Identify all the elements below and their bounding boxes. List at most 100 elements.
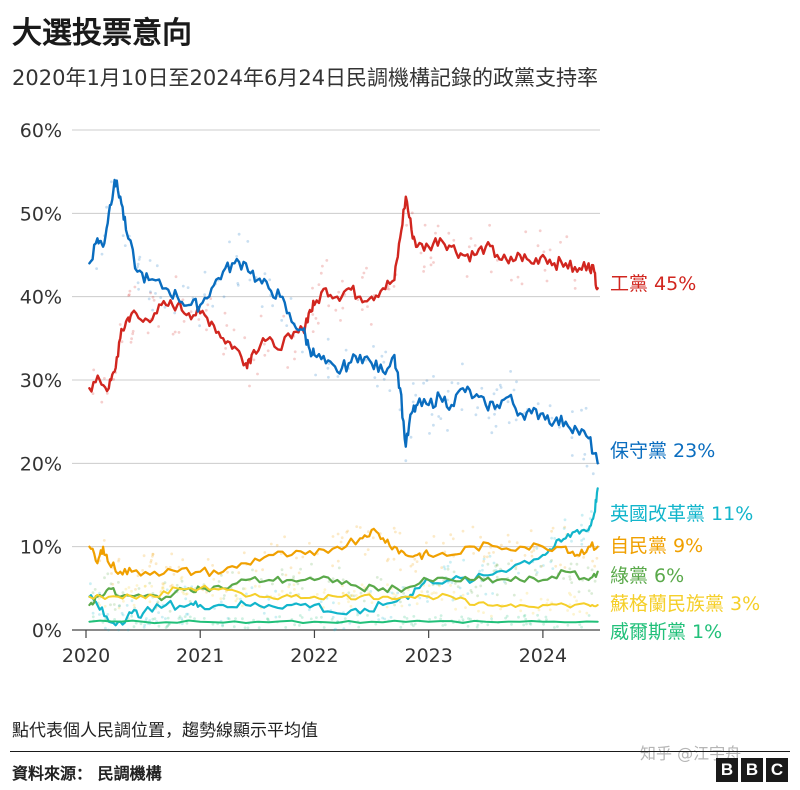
poll-dot: [349, 594, 352, 598]
poll-dot: [263, 353, 267, 357]
poll-dot: [142, 554, 146, 558]
poll-dot: [326, 366, 330, 370]
poll-dot: [570, 436, 574, 439]
poll-dot: [509, 370, 512, 373]
poll-dot: [494, 564, 498, 568]
poll-dot: [432, 375, 435, 378]
poll-dot: [135, 584, 139, 587]
poll-dot: [479, 584, 483, 588]
poll-dot: [274, 615, 278, 619]
poll-dot: [563, 525, 567, 529]
poll-dot: [484, 592, 488, 596]
poll-dot: [275, 543, 279, 547]
poll-dot: [355, 525, 359, 528]
poll-dot: [430, 592, 434, 595]
poll-dot: [582, 537, 586, 541]
poll-dot: [570, 454, 574, 457]
poll-dot: [472, 552, 475, 555]
poll-dot: [310, 562, 313, 566]
poll-dot: [540, 564, 543, 568]
poll-dot: [298, 614, 302, 617]
y-tick-label: 20%: [20, 453, 62, 475]
poll-dot: [582, 556, 585, 559]
poll-dot: [507, 562, 510, 566]
poll-dot: [466, 624, 470, 628]
poll-dot: [390, 591, 394, 595]
trend-line-0: [88, 195, 599, 393]
poll-dot: [143, 585, 147, 588]
poll-dot: [165, 625, 169, 628]
poll-dot: [437, 415, 441, 418]
poll-dot: [559, 563, 562, 567]
poll-dot: [320, 615, 323, 619]
y-tick-label: 40%: [20, 287, 62, 309]
poll-dot: [166, 624, 170, 628]
poll-dot: [151, 617, 155, 621]
poll-dot: [159, 296, 163, 299]
poll-dot: [105, 392, 109, 395]
poll-dot: [180, 617, 184, 621]
poll-dot: [219, 600, 223, 604]
poll-dot: [548, 608, 552, 612]
poll-dot: [184, 592, 188, 596]
poll-dot: [396, 591, 399, 595]
poll-dot: [367, 530, 370, 533]
poll-dot: [231, 571, 234, 574]
poll-dots: [89, 180, 599, 632]
poll-dot: [286, 366, 290, 369]
poll-dot: [165, 588, 169, 592]
poll-dot: [184, 597, 188, 601]
poll-dot: [179, 577, 183, 581]
poll-dot: [495, 388, 499, 391]
poll-dot: [401, 586, 405, 589]
poll-dot: [398, 408, 402, 412]
poll-dot: [498, 383, 502, 387]
poll-dot: [181, 284, 185, 288]
poll-dot: [595, 556, 599, 560]
poll-dot: [150, 584, 154, 588]
poll-dot: [323, 588, 327, 591]
poll-dot: [381, 616, 384, 620]
poll-dot: [461, 529, 465, 533]
x-tick-label: 2022: [290, 645, 338, 667]
poll-dot: [309, 617, 313, 621]
poll-dot: [110, 572, 113, 575]
poll-dot: [97, 597, 101, 600]
poll-dot: [517, 615, 520, 619]
poll-dot: [137, 287, 141, 291]
poll-dot: [168, 609, 172, 613]
poll-dot: [428, 617, 431, 621]
poll-dot: [352, 594, 356, 598]
poll-dot: [130, 614, 134, 618]
poll-dot: [425, 379, 429, 382]
poll-dot: [258, 585, 261, 588]
poll-dot: [490, 614, 493, 618]
poll-dot: [392, 592, 396, 596]
poll-dot: [319, 271, 323, 275]
poll-dot: [369, 323, 373, 326]
poll-dot: [361, 276, 364, 279]
poll-dot: [151, 552, 155, 556]
poll-dot: [177, 565, 181, 569]
poll-dot: [359, 591, 363, 595]
poll-dot: [134, 588, 137, 591]
poll-dot: [580, 539, 583, 542]
bbc-logo-letter: B: [741, 758, 763, 782]
poll-dot: [580, 625, 583, 629]
poll-dots-0: [91, 211, 586, 404]
poll-dot: [189, 310, 193, 314]
poll-dot: [485, 555, 489, 559]
poll-dot: [342, 627, 346, 630]
poll-dot: [331, 564, 334, 568]
poll-dot: [550, 559, 553, 562]
poll-dot: [427, 584, 431, 587]
poll-dot: [157, 611, 161, 614]
poll-dot: [213, 607, 216, 610]
poll-dot: [508, 540, 511, 544]
poll-dot: [573, 595, 576, 599]
poll-dot: [385, 605, 389, 609]
poll-dot: [197, 318, 201, 321]
poll-dot: [447, 231, 451, 235]
trend-line-1: [88, 178, 599, 465]
poll-dot: [569, 562, 573, 566]
